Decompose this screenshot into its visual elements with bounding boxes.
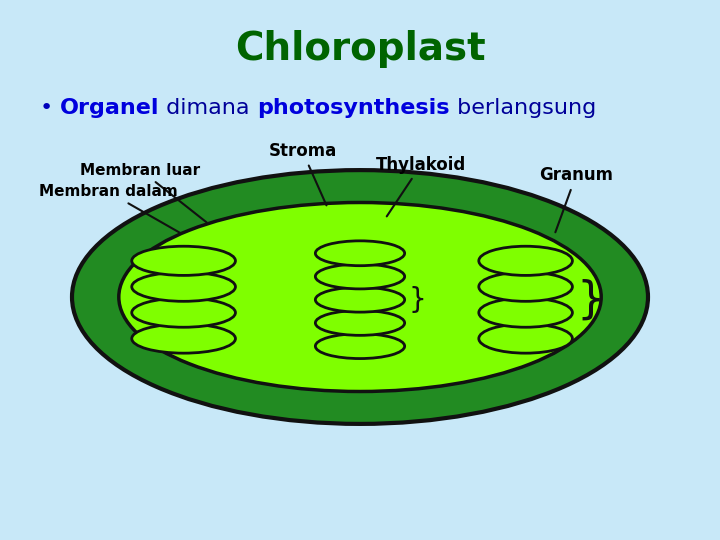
Text: •: • (40, 98, 60, 118)
Ellipse shape (315, 334, 405, 359)
Ellipse shape (315, 287, 405, 312)
Ellipse shape (479, 298, 572, 327)
Text: dimana: dimana (159, 98, 257, 118)
Ellipse shape (72, 170, 648, 424)
Ellipse shape (119, 202, 601, 392)
Ellipse shape (479, 246, 572, 275)
Text: Membran dalam: Membran dalam (39, 184, 181, 233)
Ellipse shape (315, 264, 405, 289)
Ellipse shape (132, 272, 235, 301)
Ellipse shape (315, 310, 405, 335)
Ellipse shape (479, 324, 572, 353)
Text: Membran luar: Membran luar (81, 163, 207, 222)
Ellipse shape (132, 298, 235, 327)
Text: berlangsung: berlangsung (449, 98, 596, 118)
Text: photosynthesis: photosynthesis (257, 98, 449, 118)
Text: Thylakoid: Thylakoid (376, 156, 467, 217)
Ellipse shape (132, 324, 235, 353)
Ellipse shape (315, 241, 405, 266)
Text: Stroma: Stroma (269, 142, 336, 205)
Text: }: } (576, 278, 604, 321)
Text: Organel: Organel (60, 98, 159, 118)
Text: }: } (408, 286, 426, 314)
Ellipse shape (479, 272, 572, 301)
Text: Granum: Granum (539, 166, 613, 232)
Text: Chloroplast: Chloroplast (235, 30, 485, 68)
Ellipse shape (132, 246, 235, 275)
